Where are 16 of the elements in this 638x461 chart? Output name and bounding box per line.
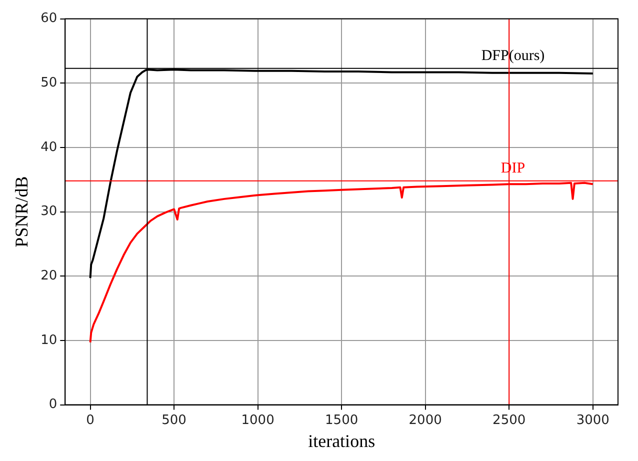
x-tick-label: 1500 [325,412,358,428]
y-axis-title: PSNR/dB [12,176,32,248]
x-tick-label: 1000 [241,412,274,428]
x-tick-label: 2000 [408,412,442,428]
y-tick-label: 40 [40,140,58,155]
y-tick-label: 30 [40,204,58,220]
y-tick-label: 60 [40,11,58,26]
x-tick-label: 2500 [492,412,526,428]
x-tick-label: 0 [86,412,94,428]
x-tick-label: 500 [162,412,186,428]
y-tick-label: 50 [40,76,58,91]
x-tick-label: 3000 [576,412,610,428]
y-tick-label: 20 [40,268,58,284]
y-tick-label: 10 [40,332,58,348]
x-axis-title: iterations [308,430,376,451]
y-tick-label: 0 [48,397,58,412]
